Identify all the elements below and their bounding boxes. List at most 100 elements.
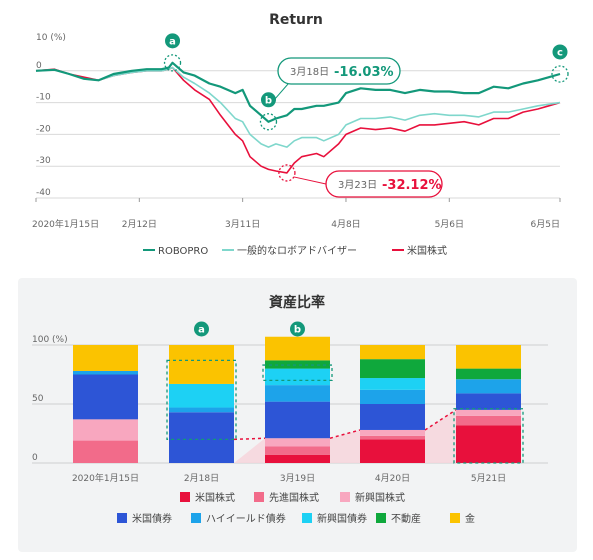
marker-badge-c <box>552 44 568 60</box>
bar-legend-swatch-1 <box>254 492 264 502</box>
highlight-box-us-stocks <box>453 408 524 464</box>
bar-legend-swatch-7 <box>450 513 460 523</box>
bar-segment-4-2 <box>456 409 521 416</box>
bar-segment-4-6 <box>456 368 521 380</box>
bar-segment-0-2 <box>73 419 138 441</box>
bar-segment-2-3 <box>265 401 330 439</box>
bar-segment-2-6 <box>265 360 330 369</box>
bar-segment-1-3 <box>169 412 234 463</box>
marker-letter-c: c <box>557 47 563 58</box>
series-line-1 <box>35 66 561 148</box>
bar-legend-label-4: ハイイールド債券 <box>206 512 286 525</box>
highlight-box-bonds <box>166 359 237 441</box>
x-tick-label: 6月5日 <box>531 219 560 230</box>
bar-segment-3-4 <box>360 389 425 404</box>
bar-segment-1-7 <box>169 345 234 384</box>
annotation-value-0: -16.03% <box>334 65 394 80</box>
bar-segment-2-2 <box>265 438 330 447</box>
bar-segment-3-2 <box>360 429 425 436</box>
bar-legend-swatch-4 <box>191 513 201 523</box>
bar-legend-swatch-2 <box>340 492 350 502</box>
bar-legend-swatch-3 <box>117 513 127 523</box>
annotation-box-1 <box>325 170 443 198</box>
bar-marker-badge-b <box>290 321 305 337</box>
x-tick-label: 2020年1月15日 <box>32 218 99 230</box>
bar-segment-3-5 <box>360 378 425 390</box>
bar-legend-swatch-0 <box>180 492 190 502</box>
annotation-leader-0 <box>272 83 289 103</box>
bar-segment-4-3 <box>456 393 521 410</box>
bar-segment-2-0 <box>265 454 330 463</box>
bar-category-label: 3月19日 <box>280 473 315 484</box>
marker-letter-a: a <box>169 36 176 47</box>
marker-ring-a <box>163 54 182 72</box>
x-tick-label: 2月12日 <box>122 219 157 230</box>
bar-category-label: 2月18日 <box>184 473 219 484</box>
bar-y-tick-label: 50 <box>32 394 44 404</box>
y-tick-label: -30 <box>36 156 51 166</box>
bar-segment-3-6 <box>360 359 425 379</box>
bar-marker-badge-a <box>194 321 209 337</box>
x-tick-label: 4月8日 <box>331 219 360 230</box>
bar-category-label: 4月20日 <box>375 473 410 484</box>
bar-segment-4-1 <box>456 415 521 426</box>
bar-legend-label-6: 不動産 <box>391 512 421 525</box>
bar-category-label: 5月21日 <box>471 473 506 484</box>
annotation-ring-1 <box>278 164 296 182</box>
marker-badge-a <box>165 33 181 49</box>
bar-legend-label-7: 金 <box>465 512 475 525</box>
equity-band <box>234 409 456 463</box>
bar-legend-label-2: 新興国株式 <box>355 491 405 504</box>
bar-segment-0-7 <box>73 345 138 371</box>
bar-legend-label-1: 先進国株式 <box>269 491 319 504</box>
bar-legend-label-3: 米国債券 <box>132 512 172 525</box>
marker-letter-b: b <box>265 95 272 106</box>
annotation-box-0 <box>277 57 401 85</box>
bar-y-tick-label: 100 (%) <box>32 335 68 345</box>
bar-y-tick-label: 0 <box>32 453 38 463</box>
bar-segment-0-4 <box>73 370 138 375</box>
legend-label-2: 米国株式 <box>407 244 447 257</box>
y-tick-label: -20 <box>36 124 51 134</box>
annotation-leader-1 <box>293 176 327 185</box>
bar-segment-1-4 <box>169 407 234 413</box>
allocation-chart: 資産比率 100 (%) 50 0 2020年1月15日 2月18日 3月19日 4月20… <box>32 294 548 525</box>
legend-label-1: 一般的なロボアドバイザー <box>237 244 357 257</box>
bar-segment-4-7 <box>456 345 521 369</box>
bar-category-label: 2020年1月15日 <box>72 472 139 484</box>
y-tick-label: -40 <box>36 188 51 198</box>
marker-badge-b <box>260 92 276 108</box>
bar-segment-2-1 <box>265 446 330 455</box>
marker-ring-c <box>551 65 569 83</box>
annotation-date-0: 3月18日 <box>290 66 329 78</box>
return-chart-title: Return <box>269 12 323 28</box>
bar-marker-letter-b: b <box>294 325 301 336</box>
legend-label-0: ROBOPRO <box>158 246 208 257</box>
y-tick-label: 0 <box>36 61 42 71</box>
bar-segment-3-0 <box>360 439 425 463</box>
return-chart: Return 10 (%) 0 -10 -20 -30 -40 2020年1月15日 2月… <box>32 12 569 257</box>
bar-segment-3-3 <box>360 404 425 430</box>
bar-segment-2-7 <box>265 336 330 361</box>
bar-segment-2-5 <box>265 368 330 386</box>
bar-segment-3-1 <box>360 435 425 440</box>
bar-segment-1-5 <box>169 383 234 408</box>
x-tick-label: 3月11日 <box>225 219 260 230</box>
x-tick-label: 5月6日 <box>435 219 464 230</box>
bar-segment-0-3 <box>73 374 138 420</box>
return-y-unit-label: 10 (%) <box>36 33 66 43</box>
bar-legend-swatch-6 <box>376 513 386 523</box>
allocation-panel: 資産比率 100 (%) 50 0 2020年1月15日 2月18日 3月19日 4月20… <box>18 278 577 552</box>
equity-trend-dash <box>233 409 457 441</box>
bar-segment-3-7 <box>360 345 425 360</box>
bar-legend-label-0: 米国株式 <box>195 491 235 504</box>
bar-segment-4-0 <box>456 425 521 463</box>
bar-legend-swatch-5 <box>302 513 312 523</box>
annotation-date-1: 3月23日 <box>338 179 377 191</box>
y-tick-label: -10 <box>36 93 51 103</box>
allocation-chart-title: 資産比率 <box>269 294 325 311</box>
annotation-value-1: -32.12% <box>382 178 442 193</box>
bar-segment-2-4 <box>265 385 330 402</box>
bar-segment-4-4 <box>456 379 521 394</box>
bar-segment-0-1 <box>73 440 138 463</box>
